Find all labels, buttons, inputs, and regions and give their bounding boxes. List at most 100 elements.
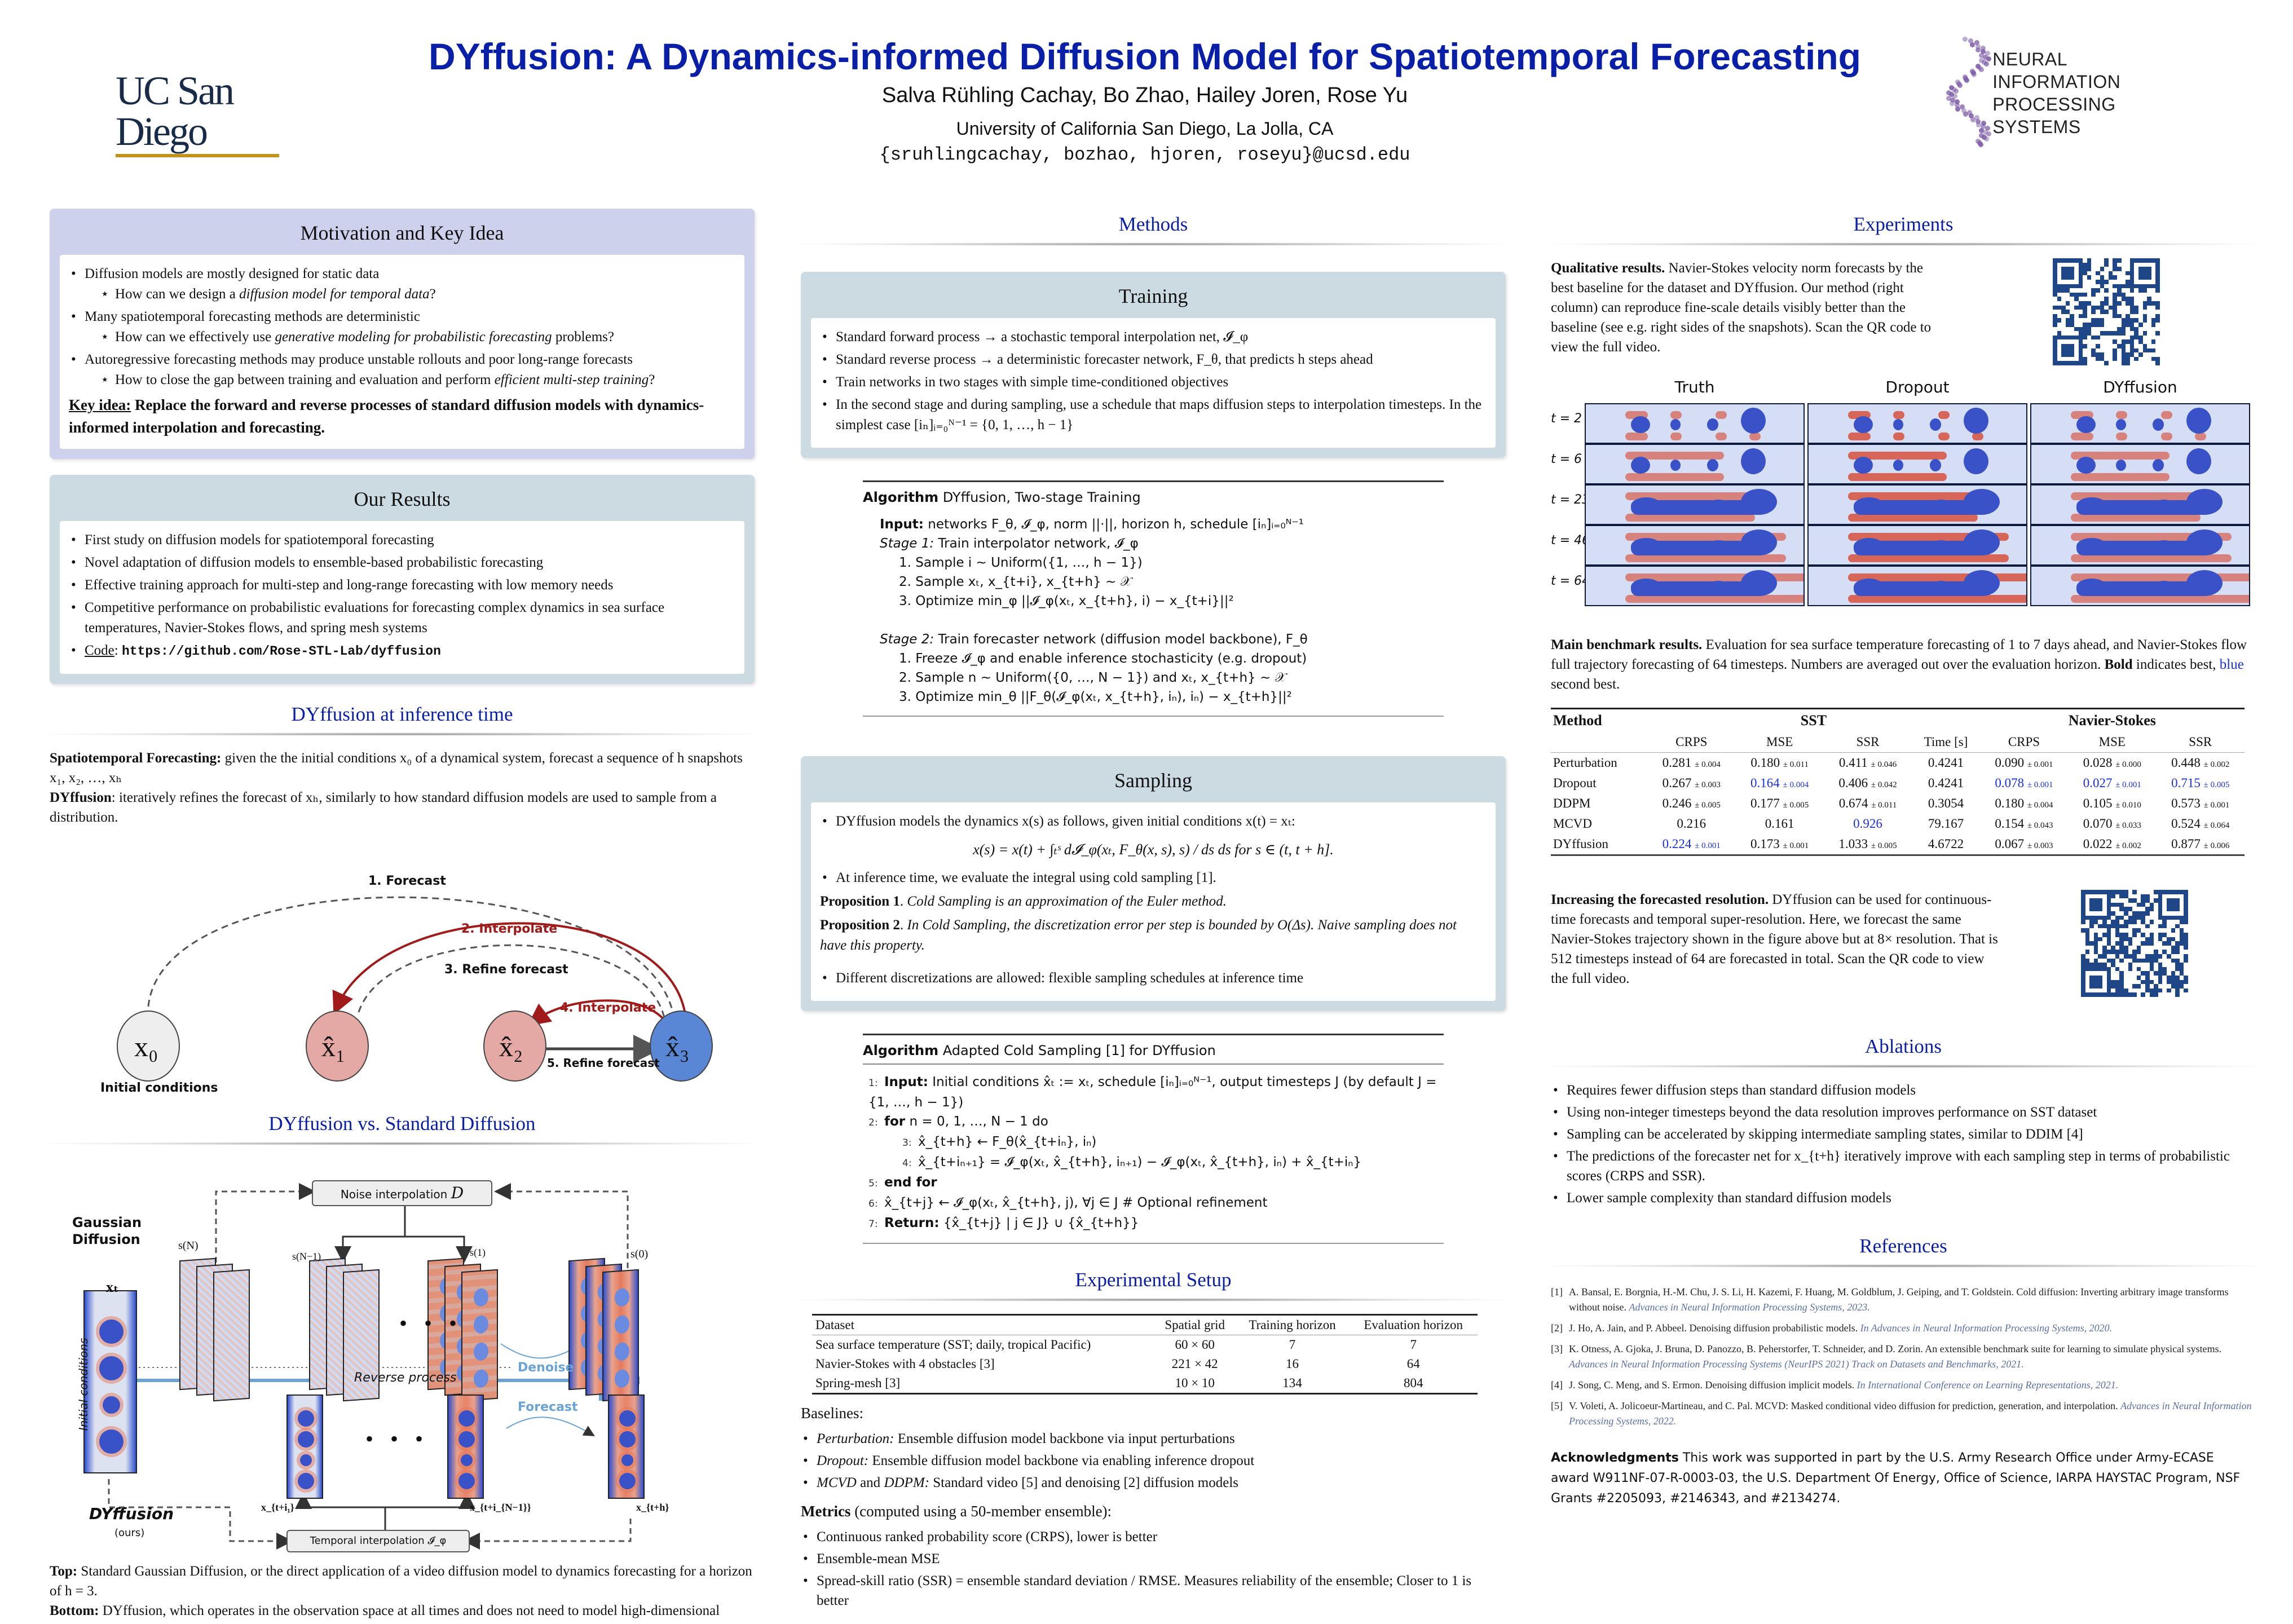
author-list: Salva Rühling Cachay, Bo Zhao, Hailey Jo… (881, 83, 1408, 107)
col-header: Method (1553, 712, 1602, 729)
reverse-process-label: Reverse process (354, 1371, 457, 1385)
section-divider (50, 1142, 755, 1145)
code-link[interactable]: https://github.com/Rose-STL-Lab/dyffusio… (121, 644, 441, 659)
ablations-list: Requires fewer diffusion steps than stan… (1551, 1080, 2256, 1208)
flow-snapshot (1807, 566, 2027, 606)
metric-cell: 0.180 ± 0.004 (1995, 796, 2053, 810)
metric-cell: 0.926 (1853, 817, 1882, 831)
reference-item: [5] V. Voleti, A. Jolicoeur-Martineau, an… (1551, 1400, 2252, 1427)
label-s1: s(1) (470, 1247, 486, 1258)
algorithm-training: Algorithm DYffusion, Two-stage Training … (863, 480, 1444, 717)
affiliation: University of California San Diego, La J… (956, 118, 1334, 139)
method-name: DDPM (1553, 796, 1591, 810)
training-title: Training (1118, 285, 1188, 307)
motivation-item-text: Many spatiotemporal forecasting methods … (85, 309, 420, 324)
poster-header: UC San Diego DYffusion: A Dynamics-infor… (0, 0, 2293, 186)
denoise-label: Denoise (518, 1361, 574, 1375)
col-header-ns: Navier-Stokes (2068, 712, 2156, 729)
gaussian-diffusion-label: Gaussian Diffusion (72, 1215, 142, 1247)
section-divider (50, 732, 755, 736)
table-row: Dropout 0.267 ± 0.003 0.164 ± 0.004 0.406 ±… (1551, 773, 2245, 793)
figure-row-label: t = 2 (1551, 412, 1582, 426)
proposition-1: Proposition 1. Cold Sampling is an appro… (820, 894, 1227, 909)
dyffusion-label: DYffusion (89, 1504, 174, 1523)
motivation-question: How to close the gap between training an… (100, 370, 735, 390)
forecast-label: Forecast (518, 1400, 578, 1414)
section-divider (801, 1298, 1506, 1301)
algorithm-line: 7: Return: {x̂_{t+j} | j ∈ J} ∪ {x̂_{t+h}… (868, 1216, 1139, 1230)
table-row: Navier-Stokes with 4 obstacles [3] 221 × … (815, 1357, 1420, 1371)
dataset-table: Dataset Spatial grid Training horizon Ev… (812, 1314, 1478, 1394)
qr-code-resolution-icon[interactable] (2081, 890, 2188, 997)
comparison-section: DYffusion vs. Standard Diffusion (50, 1108, 755, 1624)
method-name: DYffusion (1553, 837, 1608, 851)
forecast-strip-xth (608, 1394, 645, 1499)
col-subheader: Time [s] (1924, 735, 1968, 749)
metric-cell: 0.105 ± 0.010 (2083, 796, 2141, 810)
label-xtiN1: x_{t+i_{N−1}} (470, 1502, 531, 1513)
comparison-caption-top: Top: Standard Gaussian Diffusion, or the… (50, 1564, 752, 1599)
reference-item: [1] A. Bansal, E. Borgnia, H.-M. Chu, J. … (1551, 1286, 2229, 1313)
metric-item: Spread-skill ratio (SSR) = ensemble stan… (801, 1571, 1506, 1610)
interp-strip-i1 (286, 1394, 323, 1499)
training-item: Train networks in two stages with simple… (820, 372, 1487, 392)
figure-row-label: t = 23 (1551, 493, 1590, 507)
label-xth: x_{t+h} (636, 1502, 669, 1513)
temporal-interpolation-box: Temporal interpolation 𝓘_φ (286, 1530, 470, 1552)
metric-cell: 0.216 (1677, 817, 1706, 831)
reference-item: [2] J. Ho, A. Jain, and P. Abbeel. Denois… (1551, 1322, 2113, 1334)
code-label: Code (85, 643, 114, 658)
metric-cell: 0.3054 (1928, 796, 1964, 810)
algorithm-line: 3: x̂_{t+h} ← F_θ(x̂_{t+iₙ}, iₙ) (902, 1135, 1097, 1149)
baselines-heading: Baselines: (801, 1405, 863, 1422)
section-divider (1551, 242, 2256, 246)
motivation-item: Diffusion models are mostly designed for… (69, 264, 735, 304)
ablation-item: Requires fewer diffusion steps than stan… (1551, 1080, 2256, 1100)
flow-snapshot (2030, 403, 2250, 444)
motivation-question: How can we design a diffusion model for … (100, 284, 735, 304)
motivation-item-text: Diffusion models are mostly designed for… (85, 266, 380, 281)
reference-item: [3] K. Otness, A. Gjoka, J. Bruna, D. Pan… (1551, 1343, 2222, 1370)
figure-col-label: DYffusion (2103, 378, 2177, 396)
label-sN1: s(N−1) (292, 1251, 321, 1262)
metric-cell: 0.180 ± 0.011 (1750, 756, 1809, 770)
result-item-code: Code: https://github.com/Rose-STL-Lab/dy… (69, 641, 735, 661)
metric-cell: 0.078 ± 0.001 (1995, 776, 2053, 790)
qr-code-video-icon[interactable] (2053, 258, 2160, 365)
table-row: Perturbation 0.281 ± 0.004 0.180 ± 0.011 0.… (1551, 753, 2245, 774)
flow-snapshot (1585, 525, 1805, 566)
algorithm-line: 2: for n = 0, 1, …, N − 1 do (868, 1114, 1048, 1129)
initial-conditions-strip (83, 1290, 137, 1473)
inference-section: DYffusion at inference time Spatiotempor… (50, 699, 755, 1095)
ellipsis-bottom: • • • (365, 1426, 429, 1451)
algorithm-input: Input: networks F_θ, 𝓘_φ, norm ||·||, ho… (880, 517, 1304, 532)
setup-section: Experimental Setup Dataset Spatial grid … (801, 1264, 1506, 1610)
ablation-item: The predictions of the forecaster net fo… (1551, 1146, 2256, 1186)
algorithm-line: 6: x̂_{t+j} ← 𝓘_φ(xₜ, x̂_{t+h}, j), ∀j ∈ … (868, 1195, 1268, 1210)
metric-cell: 0.090 ± 0.001 (1995, 756, 2053, 770)
baselines-list: Perturbation: Ensemble diffusion model b… (801, 1429, 1506, 1493)
metric-cell: 4.6722 (1928, 837, 1964, 851)
comparison-caption-bottom: Bottom: DYffusion, which operates in the… (50, 1603, 720, 1624)
baseline-item: Dropout: Ensemble diffusion model backbo… (801, 1451, 1506, 1471)
figure-row-label: t = 6 (1551, 452, 1582, 466)
algorithm-sampling-header: Algorithm Adapted Cold Sampling [1] for … (863, 1041, 1444, 1065)
inference-arcs-icon (117, 896, 713, 1082)
metric-cell: 0.877 ± 0.006 (2171, 837, 2230, 851)
metric-cell: 0.173 ± 0.001 (1750, 837, 1809, 851)
method-name: Perturbation (1553, 756, 1617, 770)
col-subheader (1551, 732, 1647, 753)
neurips-dots-icon (1940, 37, 1991, 149)
noise-interpolation-box: Noise interpolation D (312, 1180, 492, 1206)
result-item: Effective training approach for multi-st… (69, 575, 735, 595)
algorithm-step: 2. Sample n ∼ Uniform({0, …, N − 1}) and… (899, 670, 1286, 685)
section-divider (1551, 1264, 2256, 1268)
motivation-question: How can we effectively use generative mo… (100, 327, 735, 347)
node-x1-hat: x̂₁ (321, 1031, 346, 1062)
algorithm-stage-1: Stage 1: Train interpolator network, 𝓘_φ (880, 536, 1139, 551)
metric-cell: 0.161 (1765, 817, 1794, 831)
benchmark-caption: Main benchmark results. Evaluation for s… (1551, 637, 2247, 692)
flow-snapshot (1807, 525, 2027, 566)
col-subheader: SSR (1856, 735, 1880, 749)
algorithm-stage-2: Stage 2: Train forecaster network (diffu… (880, 632, 1308, 647)
